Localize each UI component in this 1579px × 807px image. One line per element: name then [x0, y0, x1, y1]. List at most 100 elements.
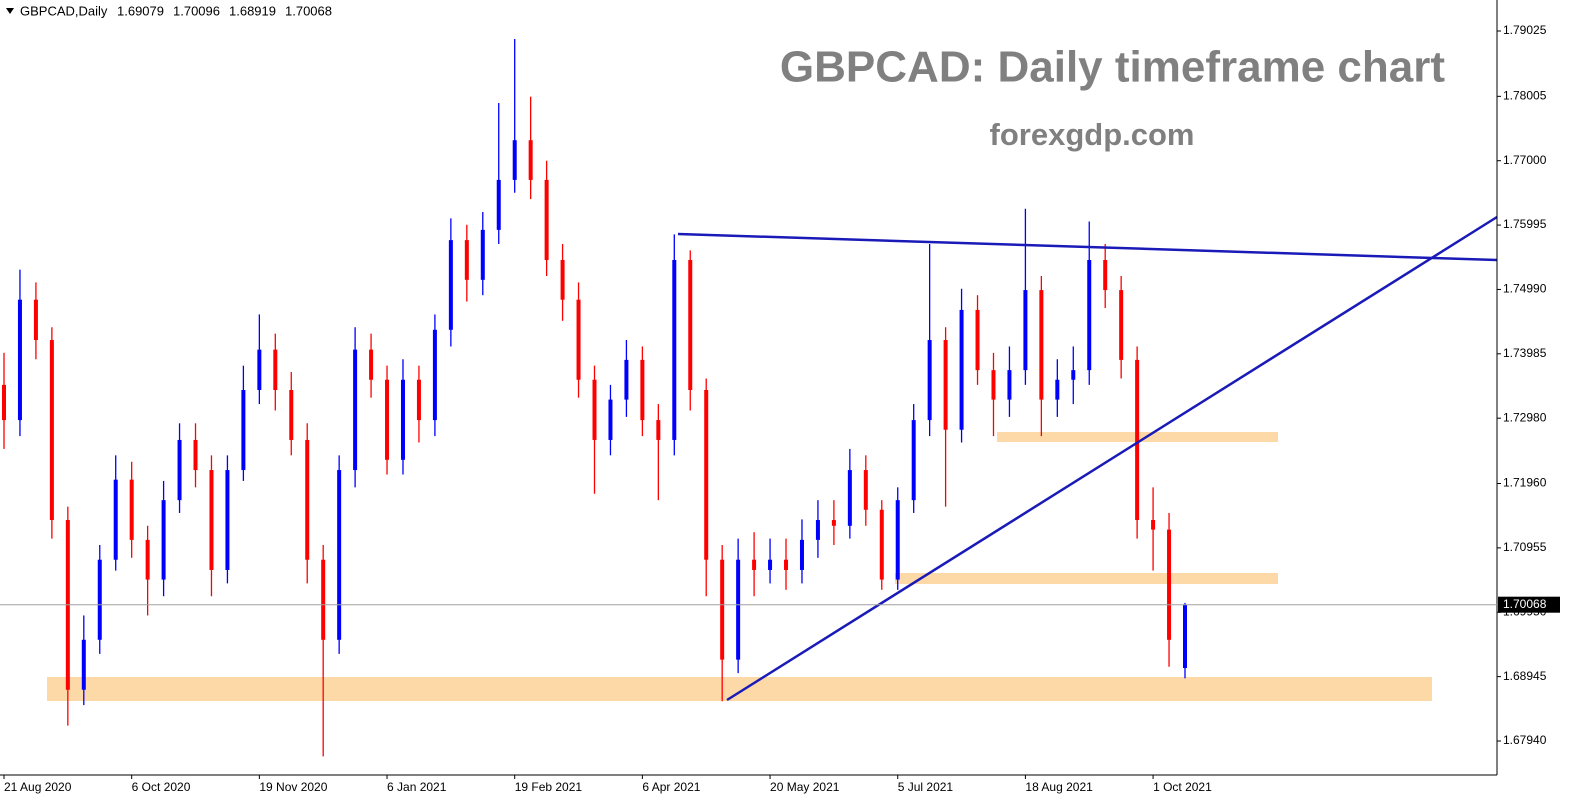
y-tick-label: 1.74990 — [1503, 282, 1547, 296]
candle-body — [1007, 370, 1012, 400]
candle-body — [416, 379, 421, 421]
y-tick-label: 1.73985 — [1503, 346, 1547, 360]
x-tick-label: 18 Aug 2021 — [1025, 780, 1093, 794]
candle-body — [624, 359, 629, 400]
candle-body — [879, 509, 884, 580]
candle-body — [831, 520, 836, 526]
candle-body — [815, 520, 820, 540]
candle-body — [113, 479, 118, 560]
candle-body — [385, 379, 390, 460]
candle-body — [209, 470, 214, 570]
candle-body — [321, 559, 326, 640]
candle-body — [289, 389, 294, 440]
candle-body — [592, 379, 597, 440]
candle-body — [161, 500, 166, 580]
y-tick-label: 1.77000 — [1503, 153, 1547, 167]
candle-body — [640, 359, 645, 421]
candle-body — [33, 299, 38, 341]
y-tick-label: 1.70955 — [1503, 540, 1547, 554]
candle-body — [97, 559, 102, 640]
candle-body — [544, 179, 549, 260]
candle-body — [688, 259, 693, 390]
candle-body — [512, 140, 517, 180]
support-zone — [47, 677, 1432, 701]
candle-body — [560, 259, 565, 300]
price-tag-label: 1.70068 — [1503, 597, 1547, 611]
y-tick-label: 1.79025 — [1503, 23, 1547, 37]
price-tag — [1498, 596, 1560, 613]
candle-body — [225, 470, 230, 570]
candle-body — [81, 639, 86, 690]
close-value: 1.70068 — [285, 3, 332, 18]
candle-body — [1167, 529, 1172, 640]
candle-body — [49, 340, 54, 521]
x-tick-label: 6 Oct 2020 — [132, 780, 191, 794]
watermark-title: GBPCAD: Daily timeframe chart — [780, 43, 1445, 92]
candle-body — [1135, 359, 1140, 521]
candle-body — [704, 389, 709, 560]
candle-body — [448, 240, 453, 330]
candle-body — [1071, 370, 1076, 380]
x-tick-label: 5 Jul 2021 — [898, 780, 954, 794]
x-tick-label: 1 Oct 2021 — [1153, 780, 1212, 794]
x-tick-label: 19 Feb 2021 — [515, 780, 583, 794]
candles — [2, 39, 1187, 757]
candle-body — [273, 349, 278, 390]
candle-body — [369, 349, 374, 380]
candle-body — [672, 259, 677, 440]
x-tick-label: 6 Jan 2021 — [387, 780, 447, 794]
candle-body — [752, 559, 757, 570]
y-tick-label: 1.71960 — [1503, 476, 1547, 490]
menu-arrow[interactable] — [6, 8, 14, 14]
candle-body — [720, 559, 725, 660]
candle-body — [576, 299, 581, 380]
candle-body — [17, 299, 22, 421]
candle-body — [911, 420, 916, 501]
y-tick-label: 1.72980 — [1503, 410, 1547, 424]
candle-body — [480, 229, 485, 280]
candle-body — [991, 370, 996, 400]
candle-body — [2, 384, 6, 421]
candle-body — [959, 309, 964, 430]
y-tick-label: 1.68945 — [1503, 669, 1547, 683]
support-zone — [895, 573, 1278, 584]
candle-body — [353, 349, 358, 471]
candle-body — [432, 329, 437, 421]
high-value: 1.70096 — [173, 3, 220, 18]
candle-body — [400, 379, 405, 460]
candle-body — [784, 559, 789, 570]
candle-body — [927, 340, 932, 421]
candle-body — [496, 179, 501, 230]
candle-body — [193, 439, 198, 471]
candle-body — [1119, 290, 1124, 360]
candle-body — [1087, 259, 1092, 371]
candle-body — [1103, 259, 1108, 291]
x-tick-label: 21 Aug 2020 — [4, 780, 72, 794]
candle-body — [863, 470, 868, 510]
y-tick-label: 1.75995 — [1503, 217, 1547, 231]
watermark-site: forexgdp.com — [990, 117, 1195, 152]
ascending-trendline — [726, 215, 1498, 702]
candle-body — [847, 470, 852, 526]
y-tick-label: 1.78005 — [1503, 89, 1547, 103]
candle-body — [608, 399, 613, 440]
candle-body — [1151, 520, 1156, 530]
open-value: 1.69079 — [117, 3, 164, 18]
candle-body — [656, 420, 661, 440]
candle-body — [1039, 290, 1044, 400]
candle-body — [241, 389, 246, 471]
candle-body — [895, 500, 900, 580]
candle-body — [337, 470, 342, 640]
candle-body — [305, 439, 310, 560]
y-tick-label: 1.67940 — [1503, 733, 1547, 747]
candle-body — [528, 140, 533, 180]
symbol-title: GBPCAD,Daily — [20, 3, 108, 18]
low-value: 1.68919 — [229, 3, 276, 18]
candle-body — [1055, 379, 1060, 400]
candle-body — [975, 309, 980, 371]
candle-body — [768, 559, 773, 570]
candle-body — [129, 479, 134, 540]
candle-body — [799, 539, 804, 570]
